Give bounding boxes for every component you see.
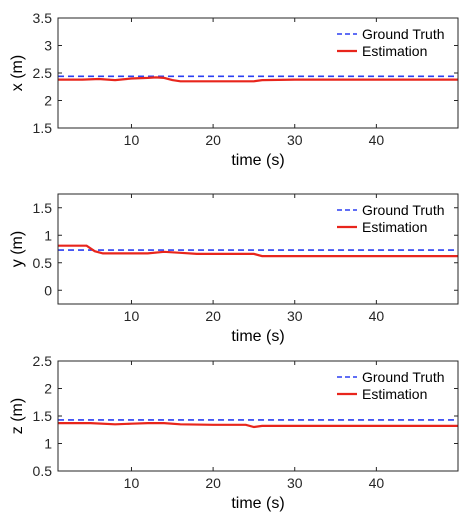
x-tick-label: 40 bbox=[369, 132, 385, 148]
y-tick-label: 0.5 bbox=[33, 463, 53, 479]
estimation-line bbox=[58, 244, 458, 258]
estimation-line bbox=[58, 422, 458, 429]
legend-label-estimation: Estimation bbox=[362, 386, 427, 402]
x-tick-label: 20 bbox=[205, 308, 221, 324]
x-tick-label: 10 bbox=[124, 308, 140, 324]
y-tick-label: 1.5 bbox=[33, 120, 53, 136]
panel-2: 10 20 30 40 0 0.5 1 1.5 time (s) y (m) Ground Trut… bbox=[9, 193, 459, 345]
panel-1: 10 20 30 40 1.5 2 2.5 3 3.5 time (s) x (m) Ground T… bbox=[9, 10, 459, 169]
y-tick-label: 3.5 bbox=[33, 10, 53, 26]
y-tick-label: 2.5 bbox=[33, 65, 53, 81]
y-axis-label: z (m) bbox=[9, 398, 26, 434]
legend-label-ground-truth: Ground Truth bbox=[362, 369, 445, 385]
legend-label-ground-truth: Ground Truth bbox=[362, 202, 445, 218]
x-axis-label: time (s) bbox=[231, 152, 284, 169]
plot-area bbox=[58, 18, 458, 128]
x-tick-label: 10 bbox=[124, 475, 140, 491]
legend-label-estimation: Estimation bbox=[362, 43, 427, 59]
y-tick-label: 1 bbox=[44, 227, 52, 243]
x-tick-label: 40 bbox=[369, 308, 385, 324]
y-tick-label: 0.5 bbox=[33, 255, 53, 271]
y-tick-label: 2 bbox=[44, 93, 52, 109]
x-tick-label: 10 bbox=[124, 132, 140, 148]
axes-box bbox=[57, 193, 459, 305]
y-axis-label: y (m) bbox=[9, 231, 26, 267]
x-axis-label: time (s) bbox=[231, 328, 284, 345]
x-tick-label: 30 bbox=[287, 475, 303, 491]
y-tick-label: 2 bbox=[44, 381, 52, 397]
estimation-line bbox=[58, 76, 458, 83]
x-tick-label: 40 bbox=[369, 475, 385, 491]
y-tick-label: 3 bbox=[44, 38, 52, 54]
y-tick-label: 0 bbox=[44, 282, 52, 298]
x-tick-label: 20 bbox=[205, 475, 221, 491]
y-tick-label: 1.5 bbox=[33, 200, 53, 216]
x-tick-label: 20 bbox=[205, 132, 221, 148]
y-tick-label: 1 bbox=[44, 436, 52, 452]
plot-area bbox=[58, 361, 458, 471]
panel-3: 10 20 30 40 0.5 1 1.5 2 2.5 time (s) z (m) Ground T… bbox=[9, 353, 459, 512]
legend-label-estimation: Estimation bbox=[362, 219, 427, 235]
y-tick-label: 2.5 bbox=[33, 353, 53, 369]
y-axis-label: x (m) bbox=[9, 55, 26, 91]
x-tick-label: 30 bbox=[287, 132, 303, 148]
y-tick-label: 1.5 bbox=[33, 408, 53, 424]
x-tick-label: 30 bbox=[287, 308, 303, 324]
legend-label-ground-truth: Ground Truth bbox=[362, 26, 445, 42]
x-axis-label: time (s) bbox=[231, 495, 284, 512]
plot-area bbox=[58, 194, 458, 304]
